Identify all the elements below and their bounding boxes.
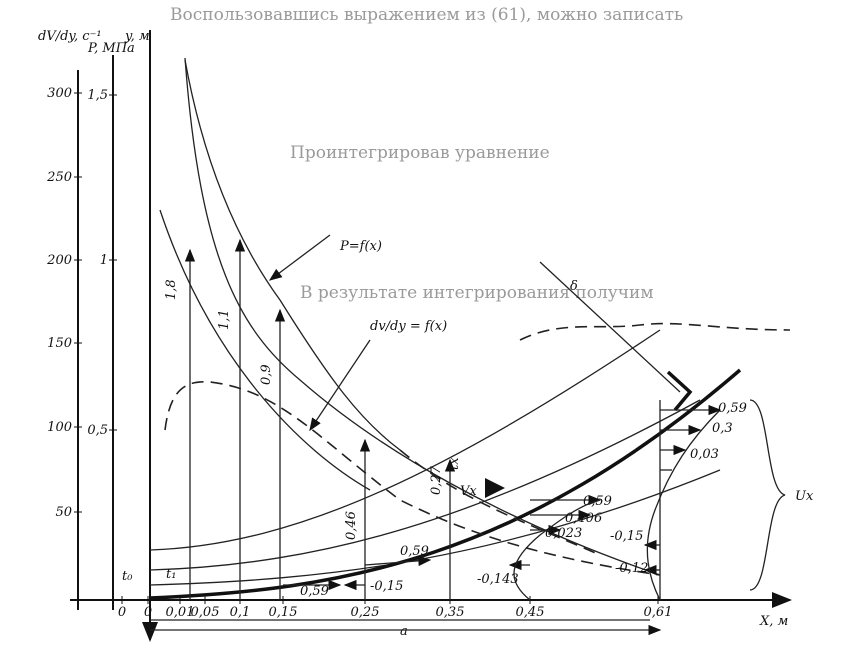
label: t₀ bbox=[122, 569, 133, 584]
label: tx bbox=[447, 457, 462, 470]
profile-label: 0,59 bbox=[400, 544, 429, 559]
curves bbox=[149, 57, 791, 600]
profile-label: -0,15 bbox=[610, 529, 643, 544]
label: Vx bbox=[460, 484, 477, 499]
profile-label: 0,3 bbox=[712, 421, 733, 436]
x-tick-label: 0,1 bbox=[230, 605, 251, 620]
profile-label: 0,59 bbox=[718, 401, 747, 416]
profile-label: -0,15 bbox=[370, 579, 403, 594]
ticks: 50 100 150 200 250 300 0,5 1 1,5 0 0 0,010,05 0,1 0,1… bbox=[46, 86, 672, 620]
axis-label: dV/dy, c⁻¹ bbox=[38, 29, 102, 44]
x-tick-label: 0,15 bbox=[269, 605, 298, 620]
y-tick-label: 100 bbox=[47, 420, 72, 435]
axis-label: y, м bbox=[124, 29, 150, 44]
profiles bbox=[283, 399, 786, 601]
bg-line: Проинтегрировав уравнение bbox=[290, 143, 550, 163]
curve-label: P=f(x) bbox=[339, 239, 382, 254]
station-label: 1,8 bbox=[164, 279, 179, 300]
x-tick-label: 0,01 bbox=[166, 605, 195, 620]
label: t₁ bbox=[166, 567, 176, 582]
x-tick-label: 0,45 bbox=[516, 605, 545, 620]
profile-label: 0,03 bbox=[690, 447, 719, 462]
y-tick-label: 0,5 bbox=[87, 423, 108, 438]
profile-label: -0,12 bbox=[615, 561, 648, 576]
x-tick-label: 0 bbox=[118, 605, 126, 620]
station-label: 1,1 bbox=[217, 309, 232, 330]
y-tick-label: 1 bbox=[100, 253, 108, 268]
x-tick-label: 0 bbox=[144, 605, 152, 620]
y-tick-label: 300 bbox=[47, 86, 72, 101]
curve-label: δ bbox=[570, 279, 578, 294]
station-label: 0,9 bbox=[259, 364, 274, 385]
bg-line: В результате интегрирования получим bbox=[300, 283, 654, 303]
bg-line: Воспользовавшись выражением из (61), мож… bbox=[170, 5, 683, 25]
profile-label: 0,406 bbox=[565, 511, 602, 526]
x-tick-label: 0,61 bbox=[644, 605, 673, 620]
station-label: 0,46 bbox=[344, 511, 359, 540]
y-tick-label: 1,5 bbox=[87, 88, 108, 103]
station-arrows bbox=[184, 238, 456, 600]
label: Ux bbox=[795, 489, 814, 504]
profile-label: 0,023 bbox=[545, 526, 582, 541]
axis-label: P, МПа bbox=[87, 41, 135, 56]
profile-label: 0,59 bbox=[583, 494, 612, 509]
label: a bbox=[400, 624, 408, 639]
x-tick-label: 0,25 bbox=[351, 605, 380, 620]
y-tick-label: 50 bbox=[55, 505, 72, 520]
axis-label: X, м bbox=[759, 614, 788, 629]
x-tick-label: 0,35 bbox=[436, 605, 465, 620]
x-tick-label: 0,05 bbox=[191, 605, 220, 620]
station-label: 0,27 bbox=[429, 465, 444, 495]
y-tick-label: 250 bbox=[46, 170, 72, 185]
y-tick-label: 150 bbox=[47, 336, 72, 351]
profile-label: 0,59 bbox=[300, 584, 329, 599]
profile-label: -0,143 bbox=[477, 572, 519, 587]
background-text: Воспользовавшись выражением из (61), мож… bbox=[170, 5, 683, 303]
y-tick-label: 200 bbox=[46, 253, 72, 268]
curve-label: dv/dy = f(x) bbox=[370, 319, 447, 334]
